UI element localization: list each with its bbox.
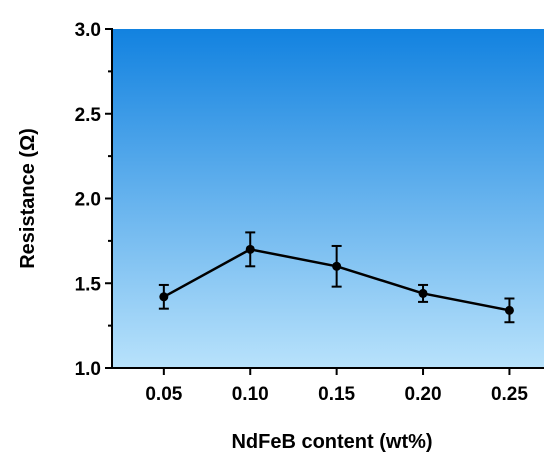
y-tick-label: 1.5 <box>75 274 102 295</box>
series-layer <box>158 231 515 324</box>
x-tick-label: 0.10 <box>232 384 269 405</box>
x-axis-ticks: 0.05 0.10 0.15 0.20 0.25 <box>145 368 528 405</box>
data-point <box>504 305 514 315</box>
data-point <box>245 244 255 254</box>
x-tick-label: 0.20 <box>405 384 442 405</box>
x-tick-label: 0.25 <box>491 384 528 405</box>
data-point <box>332 261 342 271</box>
x-tick-label: 0.15 <box>318 384 355 405</box>
y-tick-label: 2.0 <box>75 190 101 211</box>
data-point <box>159 292 169 302</box>
x-tick-label: 0.05 <box>145 384 182 405</box>
y-tick-label: 2.5 <box>75 105 102 126</box>
y-tick-label: 3.0 <box>75 20 101 41</box>
y-axis-title: Resistance (Ω) <box>17 128 39 269</box>
data-point <box>418 288 428 298</box>
x-axis-title: NdFeB content (wt%) <box>231 431 432 453</box>
plot-background <box>112 29 544 368</box>
y-tick-label: 1.0 <box>75 359 101 380</box>
y-axis-ticks: 1.0 1.5 2.0 2.5 3.0 <box>75 20 112 380</box>
